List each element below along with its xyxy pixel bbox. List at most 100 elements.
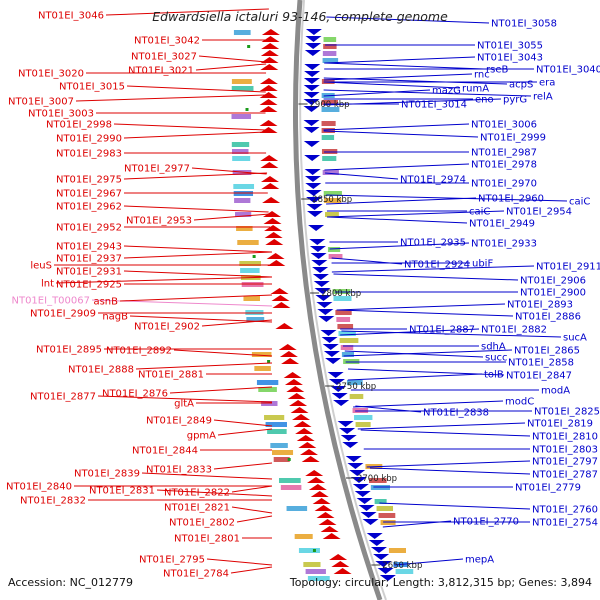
feature-category-block (303, 562, 321, 567)
forward-gene-label: NT01EI_2821 (164, 503, 230, 514)
reverse-label-connector (323, 123, 470, 131)
reverse-gene-label: NT01EI_2960 (478, 194, 544, 205)
reverse-gene-arrow (303, 106, 320, 112)
reverse-gene-label: NT01EI_2978 (471, 160, 537, 171)
reverse-gene-label: NT01EI_2847 (506, 371, 572, 382)
forward-gene-arrow (261, 43, 280, 49)
forward-gene-label: lnt (41, 279, 54, 290)
feature-category-block (272, 450, 294, 455)
forward-gene-label: NT01EI_3021 (128, 66, 194, 77)
forward-gene-arrow (259, 120, 278, 126)
feature-category-block (324, 198, 342, 203)
feature-category-block (264, 415, 285, 420)
reverse-gene-label: NT01EI_2935 (400, 238, 466, 249)
forward-gene-arrow (314, 505, 333, 511)
reverse-gene-arrow (317, 309, 334, 315)
reverse-gene-label: NT01EI_3043 (477, 53, 543, 64)
reverse-gene-label: rumA (462, 84, 489, 95)
feature-category-block (349, 394, 364, 399)
reverse-label-connector (336, 303, 506, 311)
trna-marker (287, 458, 291, 461)
forward-gene-arrow (259, 99, 278, 105)
forward-label-connector (191, 167, 267, 175)
reverse-gene-arrow (306, 204, 323, 210)
reverse-gene-arrow (318, 316, 335, 322)
reverse-label-connector (323, 130, 479, 138)
scale-tick-label: 2750 kbp (336, 382, 376, 392)
reverse-gene-label: modA (541, 386, 570, 397)
trna-marker (312, 549, 316, 552)
forward-gene-label: NT01EI_2831 (89, 486, 155, 497)
forward-label-connector (213, 462, 273, 470)
forward-gene-arrow (310, 491, 329, 497)
reverse-gene-label: acpS (509, 80, 533, 91)
feature-category-block (333, 296, 352, 301)
reverse-gene-arrow (304, 155, 321, 161)
forward-gene-arrow (308, 484, 327, 490)
forward-gene-arrow (263, 218, 282, 224)
forward-gene-label: leuS (30, 261, 52, 272)
forward-gene-label: NT01EI_2952 (56, 223, 122, 234)
reverse-gene-label: NT01EI_2933 (471, 239, 537, 250)
feature-category-block (246, 317, 265, 322)
reverse-gene-label: mazG (432, 86, 461, 97)
reverse-gene-arrow (315, 295, 332, 301)
reverse-gene-label: NT01EI_2754 (532, 518, 598, 529)
reverse-gene-label: NT01EI_2819 (527, 419, 593, 430)
reverse-gene-label: NT01EI_2999 (480, 133, 546, 144)
reverse-gene-label: NT01EI_2987 (471, 148, 537, 159)
feature-category-block (236, 226, 253, 231)
forward-gene-label: asnB (93, 297, 118, 308)
reverse-gene-label: NT01EI_3055 (477, 41, 543, 52)
feature-category-block (280, 485, 302, 490)
scale-tick-label: 2850 kbp (312, 195, 352, 205)
reverse-gene-arrow (303, 85, 320, 91)
reverse-gene-arrow (312, 274, 329, 280)
reverse-gene-arrow (304, 50, 321, 56)
reverse-gene-arrow (303, 99, 320, 105)
feature-category-block (354, 415, 373, 420)
reverse-label-connector (324, 56, 476, 64)
forward-gene-arrow (259, 85, 278, 91)
forward-gene-arrow (305, 470, 324, 476)
forward-label-connector (231, 485, 273, 493)
reverse-gene-arrow (303, 120, 320, 126)
feature-category-block (336, 317, 351, 322)
forward-gene-label: NT01EI_2943 (56, 242, 122, 253)
forward-gene-arrow (266, 253, 285, 259)
reverse-gene-label: NT01EI_2810 (532, 432, 598, 443)
forward-label-connector (123, 245, 272, 253)
reverse-gene-label: NT01EI_3040 (536, 65, 600, 76)
reverse-gene-label: tolB (484, 370, 504, 381)
feature-category-block (231, 79, 252, 84)
reverse-gene-label: NT01EI_2906 (520, 276, 586, 287)
reverse-label-connector (366, 460, 531, 468)
feature-category-block (321, 114, 338, 119)
reverse-gene-label: NT01EI_2797 (532, 457, 598, 468)
reverse-gene-label: NT01EI_2787 (532, 470, 598, 481)
forward-gene-label: NT01EI_2962 (56, 202, 122, 213)
forward-gene-arrow (262, 197, 281, 203)
forward-gene-label: NT01EI_2876 (102, 389, 168, 400)
feature-category-block (325, 212, 339, 217)
reverse-gene-label: NT01EI_2779 (515, 483, 581, 494)
feature-category-block (322, 170, 339, 175)
forward-gene-label: NT01EI_2795 (139, 555, 205, 566)
forward-label-connector (113, 123, 266, 131)
reverse-gene-label: NT01EI_2760 (532, 505, 598, 516)
feature-category-block (254, 366, 271, 371)
forward-gene-arrow (298, 442, 317, 448)
forward-gene-arrow (286, 386, 305, 392)
reverse-gene-label: NT01EI_2954 (506, 207, 572, 218)
feature-category-block (340, 345, 354, 350)
forward-gene-arrow (260, 155, 279, 161)
forward-gene-label: NT01EI_3007 (8, 97, 74, 108)
forward-gene-arrow (284, 379, 303, 385)
forward-gene-arrow (283, 372, 302, 378)
forward-label-connector (206, 558, 273, 566)
feature-category-block (376, 506, 394, 511)
reverse-label-connector (333, 273, 519, 281)
reverse-gene-arrow (303, 78, 320, 84)
feature-category-block (231, 149, 249, 154)
reverse-gene-label: NT01EI_2865 (514, 346, 580, 357)
